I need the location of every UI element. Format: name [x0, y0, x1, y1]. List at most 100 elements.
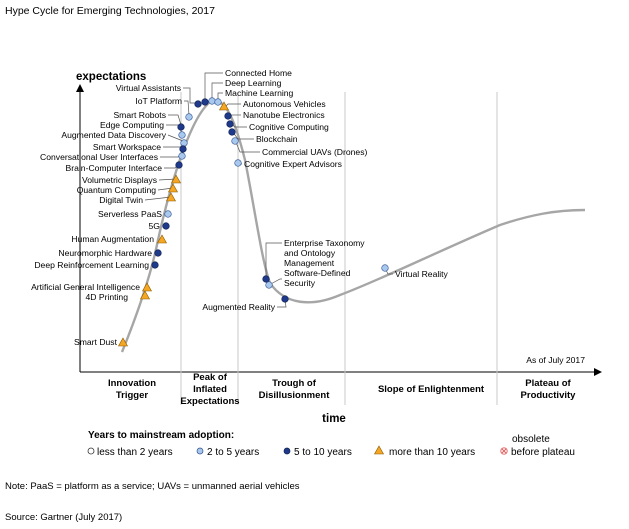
svg-text:Trigger: Trigger [116, 390, 149, 401]
label-virtual-reality: Virtual Reality [395, 269, 449, 279]
marker-brain-computer-interface [175, 161, 183, 169]
label-neuromorphic-hardware: Neuromorphic Hardware [58, 248, 152, 258]
marker-volumetric-displays [170, 174, 182, 184]
label-deep-learning: Deep Learning [225, 78, 282, 88]
label-conversational-ui: Conversational User Interfaces [40, 152, 158, 162]
label-deep-reinforcement-learning: Deep Reinforcement Learning [34, 260, 149, 270]
svg-text:Inflated: Inflated [193, 384, 227, 395]
x-axis-label: time [322, 413, 346, 425]
marker-deep-learning [208, 97, 216, 105]
label-virtual-assistants: Virtual Assistants [116, 83, 181, 93]
legend-title: Years to mainstream adoption: [88, 430, 234, 441]
marker-software-defined-security [265, 281, 273, 289]
marker-smart-robots [177, 123, 185, 131]
marker-smart-workspace [179, 145, 187, 153]
legend-label-less-than-2: less than 2 years [97, 447, 173, 458]
svg-text:Productivity: Productivity [521, 390, 577, 401]
leader-lines [144, 72, 393, 308]
label-4d-printing: 4D Printing [85, 292, 128, 302]
legend-marker-5-to-10 [283, 447, 291, 455]
marker-5g [162, 222, 170, 230]
label-quantum-computing: Quantum Computing [77, 185, 157, 195]
marker-virtual-reality [381, 264, 389, 272]
technology-labels: Connected Home Deep Learning Machine Lea… [31, 68, 448, 347]
label-serverless-paas: Serverless PaaS [98, 209, 162, 219]
note: Note: PaaS = platform as a service; UAVs… [5, 481, 300, 492]
label-5g: 5G [149, 221, 161, 231]
legend: Years to mainstream adoption: less than … [87, 430, 575, 458]
phase-label-slope: Slope of Enlightenment [378, 384, 485, 395]
marker-agi [141, 282, 153, 292]
svg-text:Trough of: Trough of [272, 378, 317, 389]
marker-digital-twin [165, 192, 177, 202]
label-augmented-data-discovery: Augmented Data Discovery [61, 130, 166, 140]
label-iot-platform: IoT Platform [135, 96, 182, 106]
phase-label-plateau: Plateau of Productivity [521, 378, 577, 401]
marker-iot-platform [185, 113, 193, 121]
label-edge-computing: Edge Computing [100, 120, 164, 130]
as-of-label: As of July 2017 [526, 355, 585, 365]
marker-augmented-data-discovery [180, 139, 188, 147]
label-cognitive-expert-advisors: Cognitive Expert Advisors [244, 159, 342, 169]
label-software-defined-1: Software-Defined [284, 268, 351, 278]
legend-label-more-than-10: more than 10 years [389, 447, 475, 458]
label-nanotube-electronics: Nanotube Electronics [243, 110, 325, 120]
marker-connected-home [201, 98, 209, 106]
y-axis-label: expectations [76, 71, 146, 83]
technology-markers [117, 97, 389, 347]
marker-human-augmentation [156, 234, 168, 244]
svg-text:Expectations: Expectations [180, 396, 239, 407]
legend-marker-2-to-5 [196, 447, 204, 455]
marker-neuromorphic-hardware [154, 249, 162, 257]
legend-label-2-to-5: 2 to 5 years [207, 447, 259, 458]
source: Source: Gartner (July 2017) [5, 512, 122, 523]
svg-text:Disillusionment: Disillusionment [259, 390, 331, 401]
label-enterprise-taxonomy-1: Enterprise Taxonomy [284, 238, 365, 248]
phase-label-trough: Trough of Disillusionment [259, 378, 331, 401]
legend-marker-obsolete [500, 447, 508, 455]
phase-label-peak: Peak of Inflated Expectations [180, 372, 239, 407]
marker-nanotube-electronics [224, 112, 232, 120]
legend-marker-more-than-10 [373, 445, 385, 455]
label-cognitive-computing: Cognitive Computing [249, 122, 329, 132]
label-software-defined-2: Security [284, 278, 316, 288]
marker-cognitive-computing [226, 120, 234, 128]
marker-virtual-assistants [194, 100, 202, 108]
label-blockchain: Blockchain [256, 134, 298, 144]
marker-autonomous-vehicles [218, 101, 230, 111]
svg-text:Plateau of: Plateau of [525, 378, 571, 389]
label-human-augmentation: Human Augmentation [71, 234, 154, 244]
marker-serverless-paas [164, 210, 172, 218]
label-commercial-uavs: Commercial UAVs (Drones) [262, 147, 368, 157]
phase-label-innovation-trigger: Innovation Trigger [108, 378, 156, 401]
hype-curve [120, 99, 586, 353]
marker-cognitive-expert-advisors [234, 159, 242, 167]
svg-text:Innovation: Innovation [108, 378, 156, 389]
marker-smart-dust [117, 337, 129, 347]
marker-edge-computing [178, 131, 186, 139]
marker-commercial-uavs [231, 137, 239, 145]
label-agi: Artificial General Intelligence [31, 282, 140, 292]
legend-marker-less-than-2 [87, 447, 95, 455]
label-smart-workspace: Smart Workspace [93, 142, 161, 152]
marker-quantum-computing [167, 183, 179, 193]
label-enterprise-taxonomy-3: Management [284, 258, 335, 268]
label-digital-twin: Digital Twin [99, 195, 143, 205]
marker-augmented-reality [281, 295, 289, 303]
marker-enterprise-taxonomy [262, 275, 270, 283]
marker-machine-learning [214, 98, 222, 106]
label-volumetric-displays: Volumetric Displays [82, 175, 157, 185]
legend-label-5-to-10: 5 to 10 years [294, 447, 352, 458]
label-brain-computer-interface: Brain-Computer Interface [66, 163, 163, 173]
marker-4d-printing [139, 290, 151, 300]
chart-title: Hype Cycle for Emerging Technologies, 20… [5, 5, 215, 17]
marker-deep-reinforcement-learning [151, 261, 159, 269]
label-autonomous-vehicles: Autonomous Vehicles [243, 99, 326, 109]
label-smart-robots: Smart Robots [113, 110, 166, 120]
legend-obsolete-line1: obsolete [512, 434, 550, 445]
marker-conversational-ui [178, 152, 186, 160]
label-augmented-reality: Augmented Reality [202, 302, 275, 312]
marker-blockchain [228, 128, 236, 136]
label-connected-home: Connected Home [225, 68, 292, 78]
